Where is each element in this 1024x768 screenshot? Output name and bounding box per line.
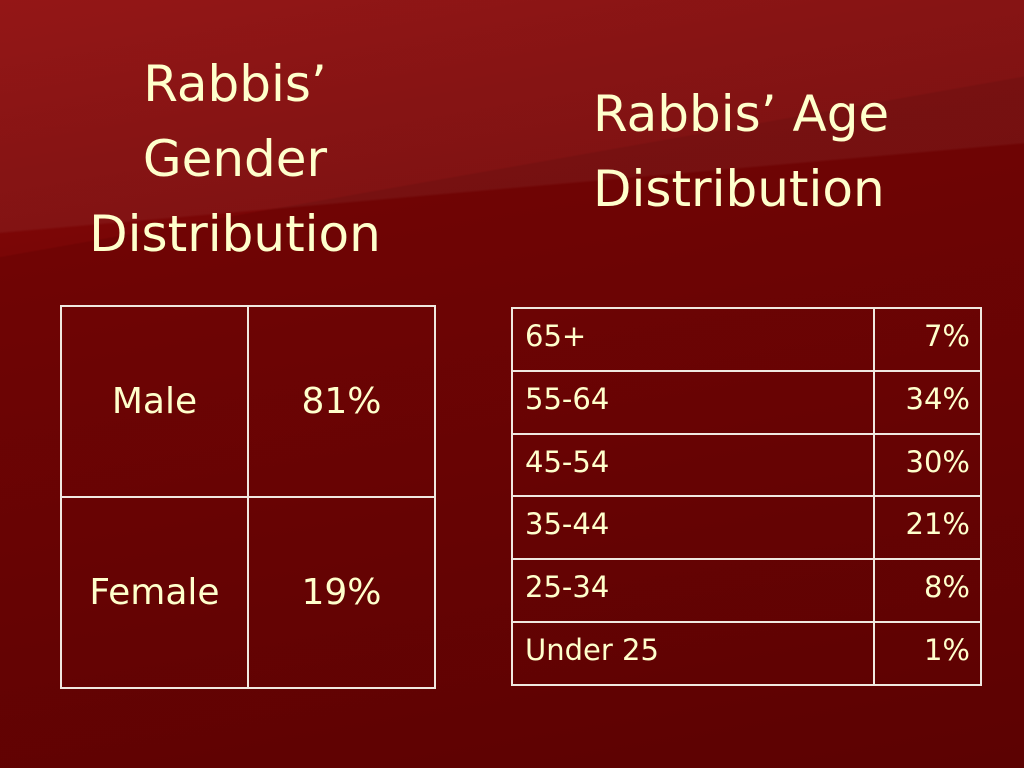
gender-title: Rabbis’ Gender Distribution [40,47,430,272]
table-row: Male 81% [60,305,436,498]
title-line: Distribution [593,160,885,218]
value-cell: 19% [247,496,436,689]
label-cell: Under 25 [511,621,875,686]
gender-table: Male 81% Female 19% [60,305,436,689]
value-cell: 1% [873,621,982,686]
title-line: Gender [142,130,328,188]
table-row: Under 25 1% [511,621,982,686]
age-table: 65+ 7% 55-64 34% 45-54 30% 35-44 21% 25-34 8% Unde… [511,307,982,686]
table-row: Female 19% [60,496,436,689]
label-cell: 45-54 [511,432,875,498]
table-row: 55-64 34% [511,369,982,435]
label-cell: 25-34 [511,558,875,624]
title-line: Rabbis’ Age [593,85,890,143]
value-cell: 21% [873,495,982,561]
label-cell: 35-44 [511,495,875,561]
value-cell: 81% [247,305,436,498]
label-cell: 55-64 [511,369,875,435]
value-cell: 30% [873,432,982,498]
table-row: 45-54 30% [511,432,982,498]
table-row: 35-44 21% [511,495,982,561]
table-row: 65+ 7% [511,307,982,372]
label-cell: Male [60,305,249,498]
label-cell: Female [60,496,249,689]
value-cell: 34% [873,369,982,435]
title-line: Distribution [89,205,381,263]
label-cell: 65+ [511,307,875,372]
age-title: Rabbis’ Age Distribution [593,77,889,227]
title-line: Rabbis’ [143,55,327,113]
value-cell: 7% [873,307,982,372]
table-row: 25-34 8% [511,558,982,624]
value-cell: 8% [873,558,982,624]
